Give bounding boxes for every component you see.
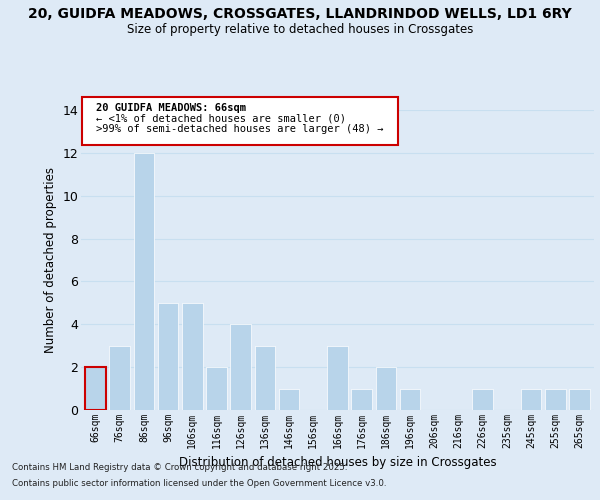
Y-axis label: Number of detached properties: Number of detached properties	[44, 167, 57, 353]
Bar	[206, 367, 227, 410]
Bar	[400, 388, 421, 410]
Bar	[158, 303, 178, 410]
Bar	[472, 388, 493, 410]
Bar	[85, 367, 106, 410]
Bar	[279, 388, 299, 410]
Bar	[109, 346, 130, 410]
Text: >99% of semi-detached houses are larger (48) →: >99% of semi-detached houses are larger …	[95, 124, 383, 134]
Bar	[327, 346, 348, 410]
Text: 20, GUIDFA MEADOWS, CROSSGATES, LLANDRINDOD WELLS, LD1 6RY: 20, GUIDFA MEADOWS, CROSSGATES, LLANDRIN…	[28, 8, 572, 22]
Bar	[376, 367, 396, 410]
Bar	[521, 388, 541, 410]
Bar	[352, 388, 372, 410]
Text: ← <1% of detached houses are smaller (0): ← <1% of detached houses are smaller (0)	[95, 113, 346, 123]
Text: 20 GUIDFA MEADOWS: 66sqm: 20 GUIDFA MEADOWS: 66sqm	[95, 102, 245, 113]
Bar	[230, 324, 251, 410]
Bar	[134, 153, 154, 410]
Bar	[254, 346, 275, 410]
Text: Size of property relative to detached houses in Crossgates: Size of property relative to detached ho…	[127, 22, 473, 36]
Text: Contains HM Land Registry data © Crown copyright and database right 2025.: Contains HM Land Registry data © Crown c…	[12, 464, 347, 472]
FancyBboxPatch shape	[82, 97, 398, 146]
Bar	[569, 388, 590, 410]
Bar	[182, 303, 203, 410]
Text: Contains public sector information licensed under the Open Government Licence v3: Contains public sector information licen…	[12, 478, 386, 488]
X-axis label: Distribution of detached houses by size in Crossgates: Distribution of detached houses by size …	[179, 456, 496, 469]
Bar	[545, 388, 566, 410]
